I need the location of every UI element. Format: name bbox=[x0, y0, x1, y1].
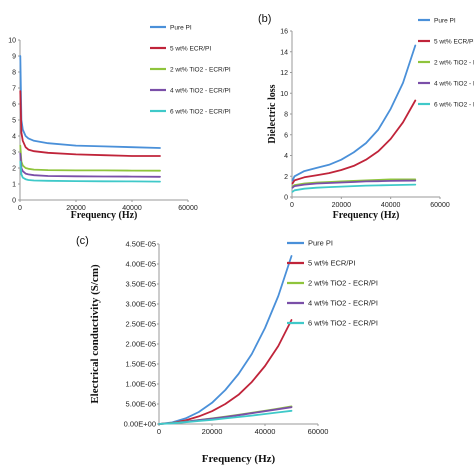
y-tick-label: 0 bbox=[284, 195, 288, 202]
x-tick-label: 60000 bbox=[430, 202, 450, 209]
series-line-tio2_2 bbox=[19, 144, 161, 172]
series-line-pure_pi bbox=[19, 55, 161, 149]
y-tick-label: 2.50E-05 bbox=[126, 320, 156, 329]
y-tick-label: 3 bbox=[12, 150, 16, 157]
y-tick-label: 12 bbox=[280, 70, 288, 77]
y-tick-label: 4.00E-05 bbox=[126, 260, 156, 269]
x-tick-label: 40000 bbox=[122, 205, 142, 212]
y-tick-label: 2 bbox=[12, 166, 16, 173]
y-tick-label: 7 bbox=[12, 86, 16, 93]
x-tick-label: 20000 bbox=[202, 427, 223, 436]
x-tick-label: 60000 bbox=[178, 205, 198, 212]
series-line-ecr_5 bbox=[291, 99, 417, 185]
legend-label: Pure PI bbox=[308, 239, 333, 248]
legend-label: 4 wt% TiO2 - ECR/PI bbox=[170, 88, 231, 95]
y-tick-label: 5.00E-06 bbox=[126, 400, 156, 409]
y-axis-title: Dielectric loss bbox=[267, 84, 278, 143]
x-axis-title: Frequency (Hz) bbox=[333, 210, 400, 221]
legend-label: 5 wt% ECR/PI bbox=[170, 46, 211, 53]
legend-label: Pure PI bbox=[434, 18, 456, 25]
y-tick-label: 8 bbox=[284, 112, 288, 119]
chart-panel-1: 0 2 4 6 8 10 12 14 16 0 20000 40000 60000 Frequency (… bbox=[258, 13, 474, 221]
y-tick-label: 3.50E-05 bbox=[126, 280, 156, 289]
chart-panel-2: 0.00E+00 5.00E-06 1.00E-05 1.50E-05 2.00E-05… bbox=[76, 235, 378, 465]
y-tick-label: 4 bbox=[284, 153, 288, 160]
x-axis-title: Frequency (Hz) bbox=[71, 210, 138, 221]
x-tick-label: 40000 bbox=[255, 427, 276, 436]
legend-label: 2 wt% TiO2 - ECR/PI bbox=[170, 67, 231, 74]
y-tick-label: 10 bbox=[8, 38, 16, 45]
y-tick-label: 2 bbox=[284, 174, 288, 181]
x-tick-label: 0 bbox=[290, 202, 294, 209]
legend: Pure PI 5 wt% ECR/PI 2 wt% TiO2 - ECR/PI 4 … bbox=[418, 18, 474, 109]
legend-label: 2 wt% TiO2 - ECR/PI bbox=[434, 60, 474, 67]
y-tick-label: 6 bbox=[12, 102, 16, 109]
legend-label: 6 wt% TiO2 - ECR/PI bbox=[170, 109, 231, 116]
y-tick-label: 1.00E-05 bbox=[126, 380, 156, 389]
series-line-ecr_5 bbox=[19, 90, 161, 157]
series-line-tio2_6 bbox=[158, 409, 293, 425]
y-tick-label: 16 bbox=[280, 29, 288, 36]
legend: Pure PI 5 wt% ECR/PI 2 wt% TiO2 - ECR/PI 4 … bbox=[287, 239, 378, 328]
series-line-pure_pi bbox=[158, 255, 293, 425]
x-tick-label: 0 bbox=[157, 427, 161, 436]
y-tick-label: 0 bbox=[12, 198, 16, 205]
y-tick-label: 1 bbox=[12, 182, 16, 189]
series-line-pure_pi bbox=[291, 44, 417, 182]
y-tick-label: 8 bbox=[12, 70, 16, 77]
legend-label: 6 wt% TiO2 - ECR/PI bbox=[308, 319, 378, 328]
y-axis-title: Electrical conductivity (S/cm) bbox=[89, 264, 101, 404]
y-tick-label: 4 bbox=[12, 134, 16, 141]
series-line-tio2_4 bbox=[19, 152, 161, 178]
legend-label: Pure PI bbox=[170, 25, 192, 32]
y-tick-label: 6 bbox=[284, 132, 288, 139]
chart-panel-0: 0 1 2 3 4 5 6 7 8 9 10 0 20000 40000 60000 Frequency (H… bbox=[8, 25, 231, 222]
panel-label: (b) bbox=[258, 13, 271, 25]
series-line-tio2_6 bbox=[19, 160, 161, 183]
y-tick-label: 1.50E-05 bbox=[126, 360, 156, 369]
series-line-tio2_6 bbox=[291, 183, 417, 193]
y-tick-label: 14 bbox=[280, 49, 288, 56]
y-tick-label: 2.00E-05 bbox=[126, 340, 156, 349]
series-line-tio2_4 bbox=[291, 179, 417, 189]
series-line-ecr_5 bbox=[158, 319, 293, 425]
legend-label: 4 wt% TiO2 - ECR/PI bbox=[308, 299, 378, 308]
y-tick-label: 0.00E+00 bbox=[124, 420, 156, 429]
x-tick-label: 60000 bbox=[308, 427, 329, 436]
y-tick-label: 5 bbox=[12, 118, 16, 125]
y-tick-label: 9 bbox=[12, 54, 16, 61]
legend: Pure PI 5 wt% ECR/PI 2 wt% TiO2 - ECR/PI 4 … bbox=[150, 25, 231, 116]
x-tick-label: 20000 bbox=[66, 205, 86, 212]
panel-label: (c) bbox=[76, 235, 89, 247]
legend-label: 2 wt% TiO2 - ECR/PI bbox=[308, 279, 378, 288]
legend-label: 6 wt% TiO2 - ECR/PI bbox=[434, 102, 474, 109]
x-tick-label: 0 bbox=[18, 205, 22, 212]
series-line-tio2_2 bbox=[291, 178, 417, 188]
y-tick-label: 3.00E-05 bbox=[126, 300, 156, 309]
y-tick-label: 4.50E-05 bbox=[126, 240, 156, 249]
legend-label: 5 wt% ECR/PI bbox=[308, 259, 356, 268]
y-tick-label: 10 bbox=[280, 91, 288, 98]
legend-label: 4 wt% TiO2 - ECR/PI bbox=[434, 81, 474, 88]
legend-label: 5 wt% ECR/PI bbox=[434, 39, 474, 46]
x-tick-label: 40000 bbox=[381, 202, 401, 209]
x-tick-label: 20000 bbox=[332, 202, 352, 209]
x-axis-title: Frequency (Hz) bbox=[202, 453, 276, 465]
